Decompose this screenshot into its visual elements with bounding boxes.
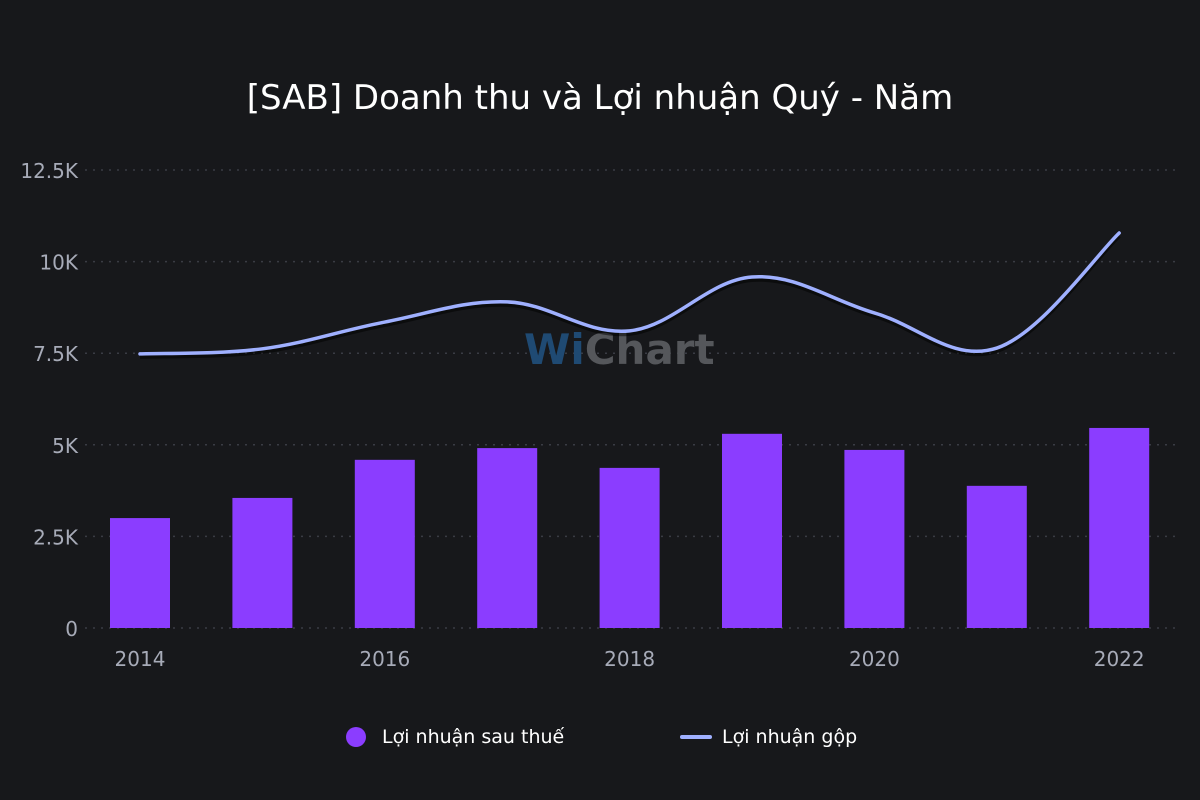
bar-2022 [1089,427,1150,628]
legend-item-bar[interactable]: Lợi nhuận sau thuế [346,726,564,748]
legend-line-swatch [680,735,712,739]
bar-2015 [232,497,293,628]
bar-2014 [110,518,170,628]
bar-2016 [354,459,415,628]
line-loi-nhuan-gop [138,231,1121,356]
bar-2017 [477,448,538,628]
x-tick-label: 2016 [359,647,410,671]
y-tick-label: 7.5K [33,342,79,366]
legend-line-label: Lợi nhuận gộp [722,726,858,748]
y-tick-label: 10K [39,251,78,275]
bar-2020 [844,449,905,628]
y-tick-label: 2.5K [33,525,79,549]
legend-bar-swatch [346,727,366,747]
legend-item-line[interactable]: Lợi nhuận gộp [680,726,857,748]
watermark-logo: WiChart [524,325,715,374]
y-tick-label: 5K [52,434,79,458]
y-tick-label: 0 [65,617,78,641]
line-shadow [139,234,1121,359]
x-tick-label: 2014 [115,647,166,671]
x-tick-label: 2020 [849,647,900,671]
bar-2021 [966,485,1027,628]
x-tick-label: 2018 [604,647,655,671]
chart-title: [SAB] Doanh thu và Lợi nhuận Quý - Năm [246,78,954,118]
bar-2019 [722,433,782,628]
x-tick-label: 2022 [1094,647,1145,671]
bar-2018 [599,467,660,628]
y-tick-label: 12.5K [20,159,79,183]
legend-bar-label: Lợi nhuận sau thuế [382,726,565,748]
